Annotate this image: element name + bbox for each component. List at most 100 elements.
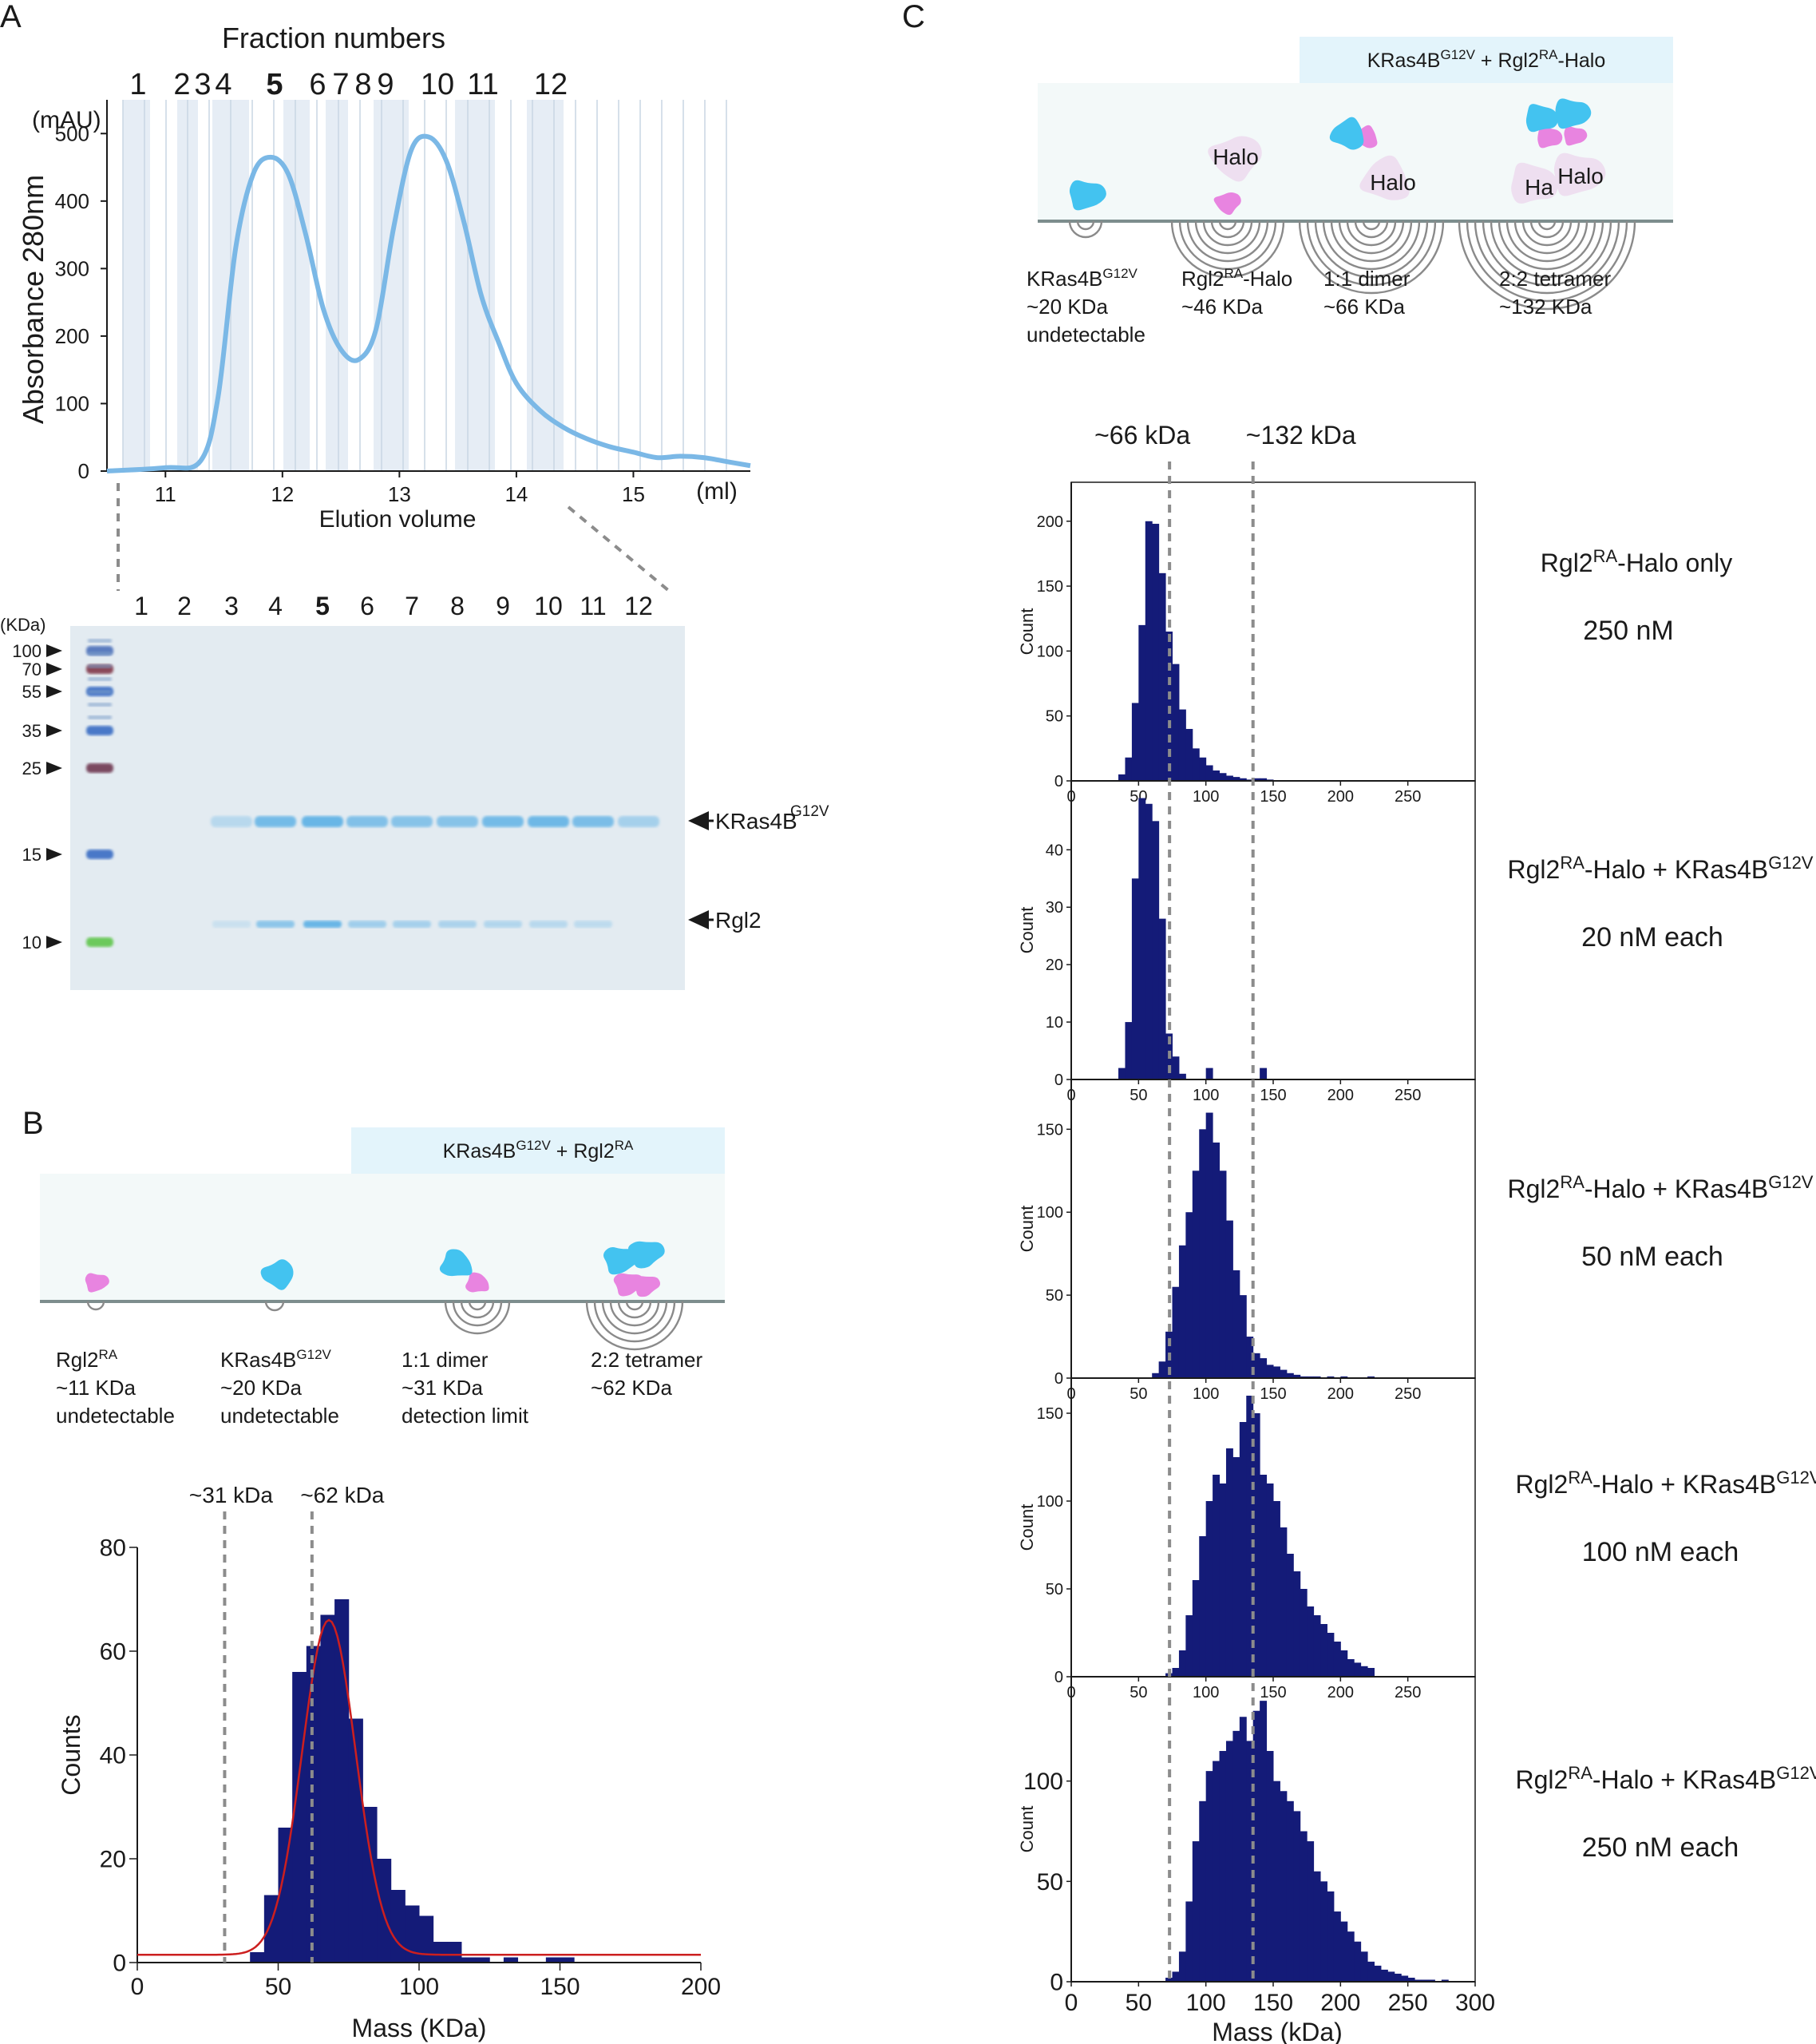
fraction-label-8: 8 xyxy=(354,68,371,101)
gel-marker-label-25: 25 xyxy=(22,759,42,778)
histogram-bar xyxy=(1239,1295,1247,1378)
histogram-bar xyxy=(1307,1376,1315,1378)
histogram-ytick-label: 150 xyxy=(1037,1405,1063,1423)
kras-molecule xyxy=(1069,180,1106,211)
gel-marker-label-100: 100 xyxy=(12,641,42,661)
gel-band-kras xyxy=(528,816,569,827)
gel-ladder-smear xyxy=(88,652,112,656)
histogram-bar xyxy=(1260,1358,1268,1378)
panel-b-letter: B xyxy=(22,1106,44,1141)
panel-b-scheme-1-line2: ~11 KDa xyxy=(56,1376,136,1400)
chromatogram-ytick-label: 500 xyxy=(55,121,89,145)
chromatogram-xtick-label: 12 xyxy=(271,482,294,506)
histogram-xtick-label: 150 xyxy=(1260,788,1286,806)
panel-c-scheme-3-line2: ~66 KDa xyxy=(1323,295,1405,319)
halo-label: Halo xyxy=(1370,170,1416,195)
chromatogram-xtick-label: 13 xyxy=(388,482,411,506)
histogram-bar xyxy=(1347,1659,1355,1677)
scheme-ring xyxy=(1068,220,1103,239)
histogram-bar xyxy=(1225,1741,1233,1982)
chromatogram-y-label: Absorbance 280nm xyxy=(17,175,49,424)
scheme-ring xyxy=(1178,220,1277,271)
scheme-ring xyxy=(1521,220,1573,247)
panel-c-histograms: 0 50 100 150 200 0 50 100 150 200 250 Count 0 10 20 30 4… xyxy=(1017,421,1495,2044)
scheme-ring xyxy=(1186,220,1269,263)
gel-marker-arrow xyxy=(46,644,62,657)
svg-text:Rgl2: Rgl2 xyxy=(715,908,762,933)
histogram-bar xyxy=(334,1599,350,1963)
histogram-y-label: Count xyxy=(1017,1806,1037,1853)
histogram-xtick-label: 250 xyxy=(1388,1990,1428,2016)
histogram-y-label: Count xyxy=(1017,907,1037,954)
chromatogram-xtick-label: 14 xyxy=(504,482,528,506)
histogram-bar xyxy=(1313,1615,1321,1677)
gel-band-rgl2 xyxy=(438,921,477,928)
kras-molecule xyxy=(1555,98,1592,129)
histogram-bar xyxy=(1172,1056,1180,1079)
histogram-bar xyxy=(1131,878,1139,1079)
histogram-bar xyxy=(1178,1650,1186,1677)
gel-band-kras xyxy=(437,816,478,827)
histogram-bar xyxy=(1266,1365,1274,1378)
histogram-ytick-label: 40 xyxy=(100,1743,126,1769)
histogram-bar xyxy=(1145,521,1153,781)
chromatogram-ticks: 0 100 200 300 400 500 11 12 13 14 15 xyxy=(55,121,645,506)
gel-band-rgl2 xyxy=(393,921,431,928)
histogram-y-label: Count xyxy=(1017,1206,1037,1253)
histogram-bar xyxy=(1367,1668,1375,1677)
histogram-xtick-label: 250 xyxy=(1395,1087,1421,1104)
panel-c-condition-labels: Rgl2RA-Halo only 250 nM Rgl2RA-Halo + KRas… xyxy=(1508,546,1816,1863)
histogram-bar xyxy=(1252,1353,1260,1378)
scheme-ring xyxy=(1346,220,1397,247)
histogram-xtick-label: 100 xyxy=(1193,1385,1219,1403)
halo-molecule xyxy=(1208,136,1262,182)
chromatogram-trace xyxy=(106,133,751,473)
histogram-bar xyxy=(1407,1977,1415,1982)
histogram-bar xyxy=(1340,1376,1348,1378)
scheme-ring xyxy=(86,1301,105,1311)
histogram-bar xyxy=(1252,1413,1260,1677)
histogram-bar xyxy=(1192,1171,1200,1378)
histogram-bar xyxy=(1225,1448,1233,1677)
histogram-bar xyxy=(292,1672,307,1963)
histogram-bar xyxy=(1192,1580,1200,1677)
histogram-xtick-label: 200 xyxy=(681,1974,721,2000)
histogram-bar xyxy=(1232,1730,1240,1982)
histogram-bar xyxy=(1205,765,1213,781)
gel-lane-label-6: 6 xyxy=(360,592,374,620)
histogram-xtick-label: 100 xyxy=(1193,1684,1219,1701)
histogram-ytick-label: 80 xyxy=(100,1535,126,1562)
histogram-ytick-label: 100 xyxy=(1037,1493,1063,1511)
histogram-bar xyxy=(1205,1501,1213,1677)
panel-c-scheme-4-line2: ~132 KDa xyxy=(1499,295,1592,319)
panel-b-scheme-1-line3: undetectable xyxy=(56,1404,175,1428)
rgl2-molecule xyxy=(465,1272,489,1293)
panel-b-scheme-4-line2: ~62 KDa xyxy=(591,1376,672,1400)
condition-label-1: Rgl2RA-Halo only xyxy=(1541,546,1732,577)
kras-molecule xyxy=(603,1247,639,1275)
scheme-ring xyxy=(1202,220,1253,247)
gel-bands xyxy=(211,816,659,928)
histogram-bar xyxy=(1286,1800,1294,1982)
scheme-ring xyxy=(1458,220,1636,311)
panel-c-scheme-3-line1: 1:1 dimer xyxy=(1323,267,1410,291)
scheme-ring xyxy=(1505,220,1589,263)
panel-b-molecules xyxy=(85,1241,684,1351)
gel-lane-label-5: 5 xyxy=(315,592,330,620)
condition-conc-3: 50 nM each xyxy=(1581,1242,1723,1272)
histogram-bar xyxy=(1286,1554,1294,1677)
svg-text:KRas4B: KRas4B xyxy=(715,809,797,834)
histogram-xtick-label: 200 xyxy=(1327,1087,1354,1104)
histogram-xtick-label: 100 xyxy=(1193,1087,1219,1104)
gel-band-rgl2 xyxy=(212,921,251,928)
histogram-ytick-label: 50 xyxy=(1046,1287,1063,1305)
histogram-bar xyxy=(1374,1965,1382,1982)
histogram-bar xyxy=(1260,1475,1268,1677)
histogram-x-label: Mass (kDa) xyxy=(1212,2018,1343,2044)
histogram-bar xyxy=(1185,1212,1193,1378)
chromatogram-x-label: Elution volume xyxy=(319,506,477,533)
histogram-y-label: Count xyxy=(1017,1504,1037,1551)
scheme-ring xyxy=(1194,220,1261,255)
panel-a-letter: A xyxy=(0,0,22,34)
